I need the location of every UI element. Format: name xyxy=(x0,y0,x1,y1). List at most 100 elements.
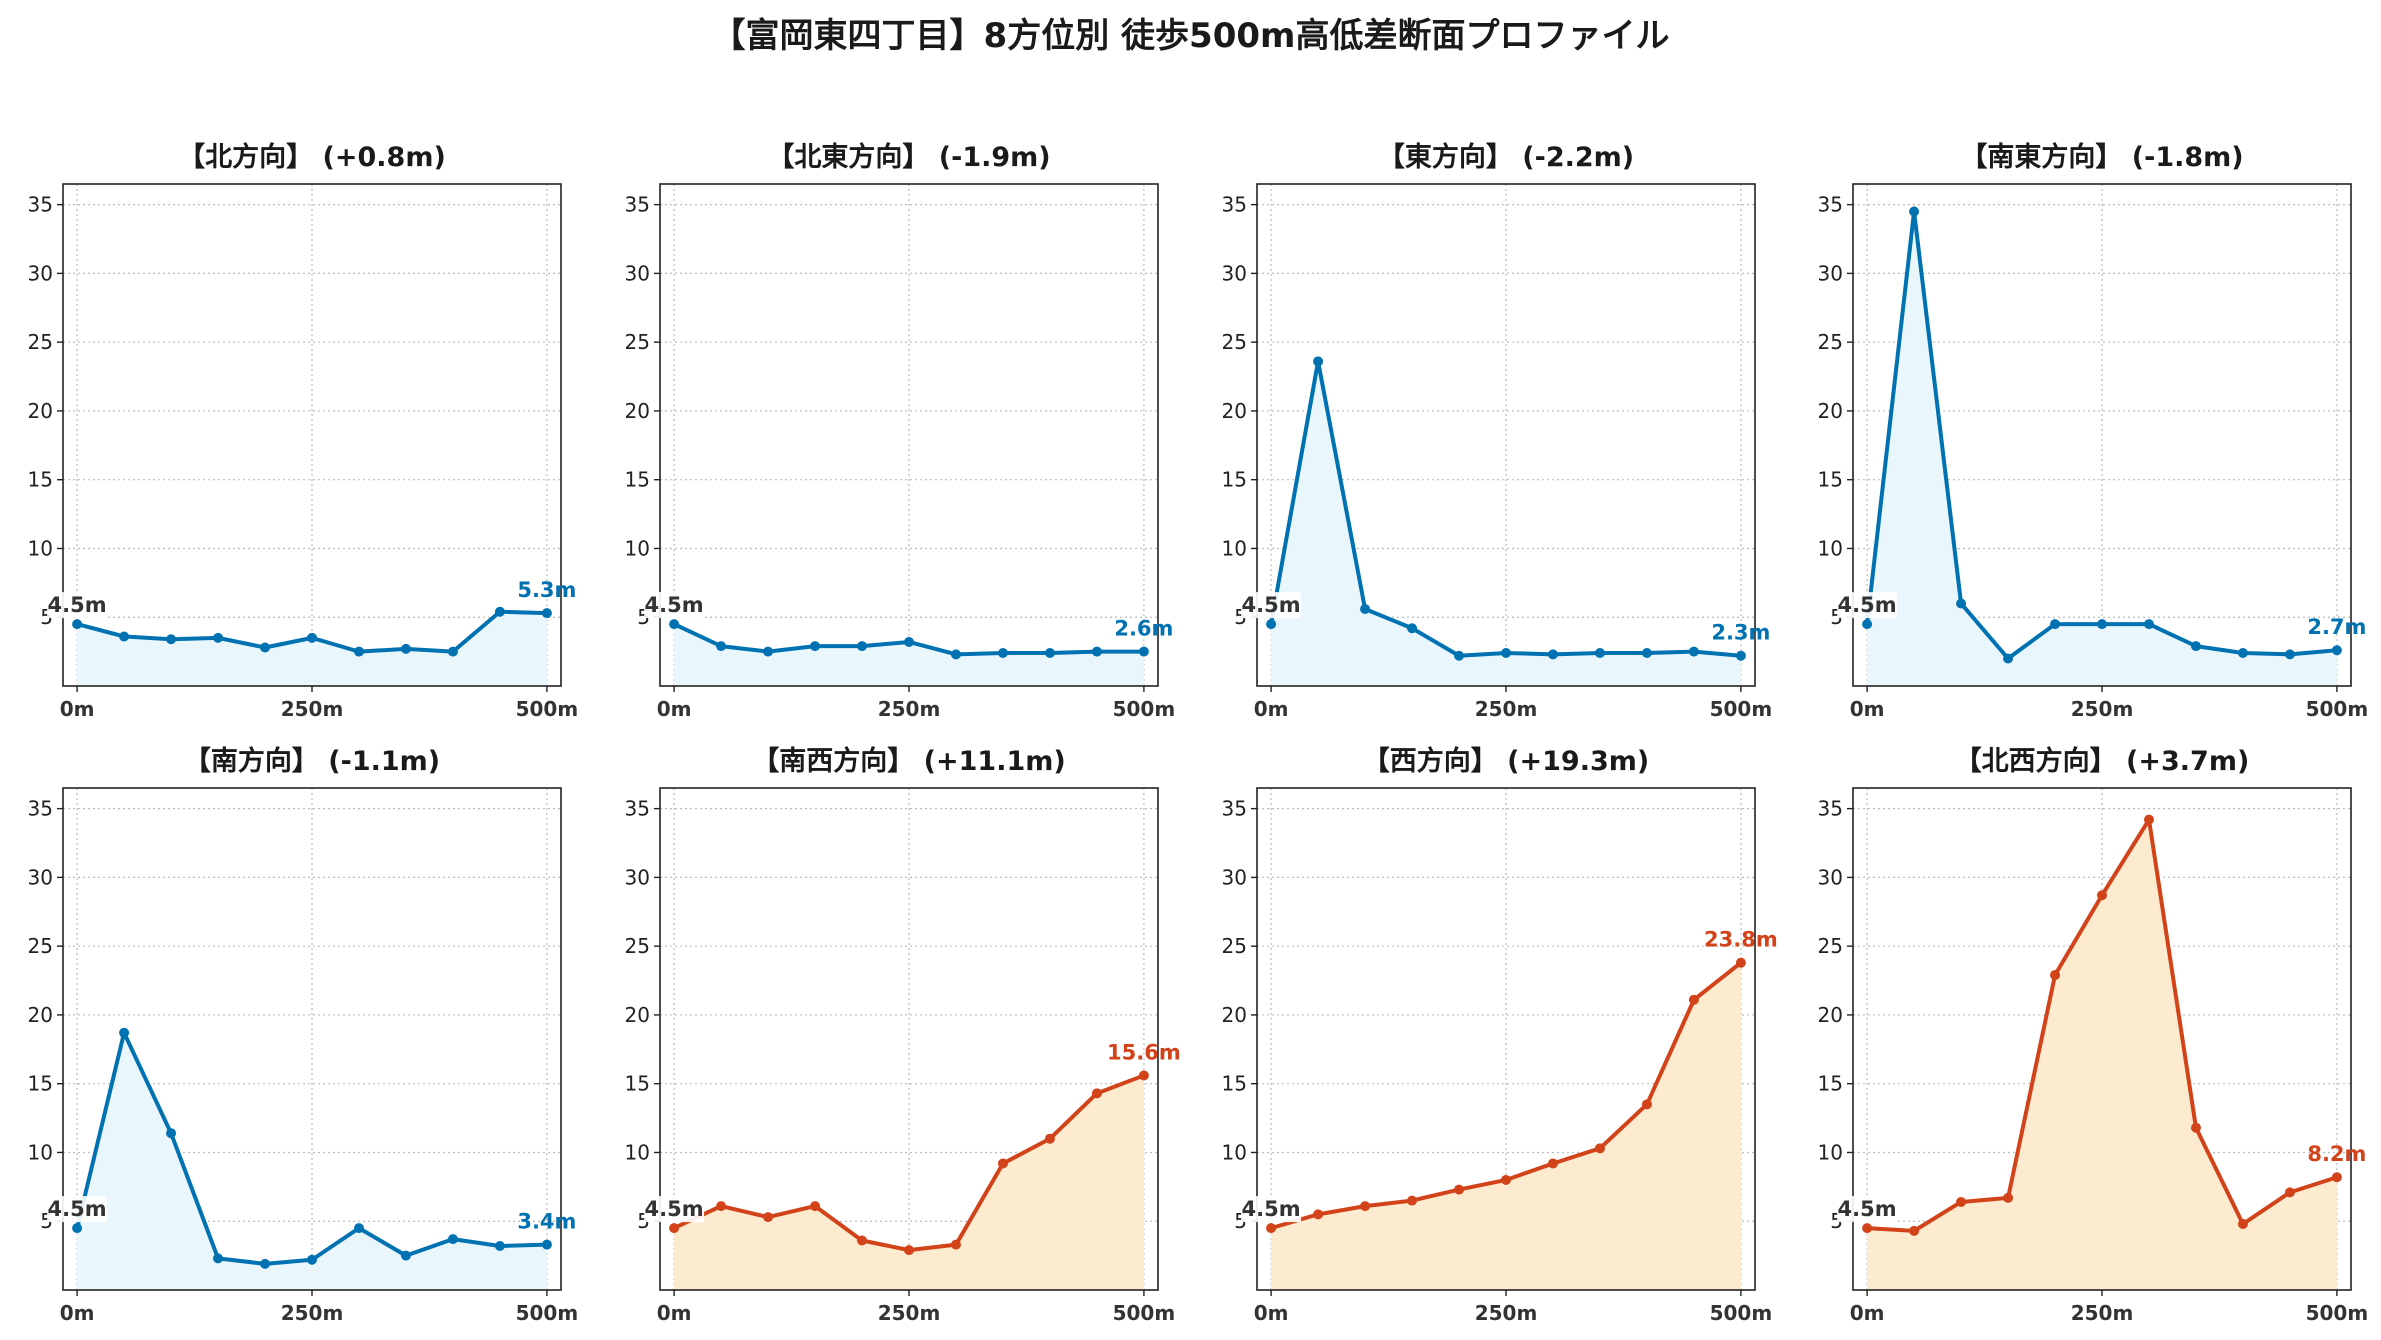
data-point xyxy=(119,1027,130,1038)
end-value-label: 5.3m xyxy=(517,578,576,602)
y-tick-label: 15 xyxy=(625,468,650,492)
data-point xyxy=(810,641,821,652)
x-tick-label: 250m xyxy=(2071,1301,2134,1325)
data-point xyxy=(1454,1184,1465,1195)
data-point xyxy=(2097,619,2107,630)
data-point xyxy=(400,1250,411,1261)
x-tick-label: 0m xyxy=(60,697,95,721)
data-point xyxy=(2097,890,2107,901)
data-point xyxy=(2003,1192,2014,1203)
start-label-bg xyxy=(47,592,108,619)
data-point xyxy=(119,631,130,642)
data-point xyxy=(857,641,868,652)
y-tick-label: 20 xyxy=(625,1003,650,1027)
data-point xyxy=(2331,645,2342,656)
y-tick-label: 25 xyxy=(28,330,53,354)
y-tick-label: 25 xyxy=(1818,330,1843,354)
area-fill xyxy=(1867,819,2337,1290)
y-tick-label: 10 xyxy=(625,536,650,560)
data-point xyxy=(2237,647,2248,658)
y-tick-label: 15 xyxy=(1222,1072,1247,1096)
data-point xyxy=(2190,1122,2201,1133)
data-point xyxy=(1909,1225,1920,1236)
data-point xyxy=(1044,1133,1055,1144)
data-point xyxy=(541,608,552,619)
x-tick-label: 250m xyxy=(878,1301,941,1325)
y-tick-label: 30 xyxy=(1222,261,1247,285)
y-tick-label: 35 xyxy=(1222,797,1247,821)
data-point xyxy=(1956,598,1967,609)
data-point xyxy=(2003,653,2014,664)
y-tick-label: 25 xyxy=(1222,934,1247,958)
x-tick-label: 0m xyxy=(1254,697,1289,721)
data-point xyxy=(1501,1174,1511,1185)
start-label-bg xyxy=(1837,1196,1898,1223)
panel-title: 【北東方向】 (-1.9m) xyxy=(767,141,1050,173)
data-point xyxy=(904,636,914,647)
y-tick-label: 20 xyxy=(1222,399,1247,423)
y-tick-label: 35 xyxy=(1818,193,1843,217)
data-point xyxy=(1044,647,1055,658)
start-value-label: 4.5m xyxy=(1838,1197,1897,1221)
y-tick-label: 15 xyxy=(1222,468,1247,492)
y-tick-label: 15 xyxy=(1818,1072,1843,1096)
data-point xyxy=(1547,649,1558,660)
data-point xyxy=(1360,603,1371,614)
y-tick-label: 20 xyxy=(28,1003,53,1027)
figure-title: 【富岡東四丁目】8方位別 徒歩500m高低差断面プロファイル xyxy=(711,16,1670,56)
data-point xyxy=(1688,994,1699,1005)
y-tick-label: 10 xyxy=(28,536,53,560)
x-tick-label: 500m xyxy=(1113,1301,1176,1325)
data-point xyxy=(716,1201,727,1212)
data-point xyxy=(260,642,271,653)
y-tick-label: 10 xyxy=(1818,536,1843,560)
y-tick-label: 20 xyxy=(1818,399,1843,423)
y-tick-label: 30 xyxy=(28,865,53,889)
x-tick-label: 0m xyxy=(657,1301,692,1325)
data-point xyxy=(2284,649,2295,660)
x-tick-label: 250m xyxy=(281,1301,344,1325)
data-point xyxy=(2050,619,2061,630)
panel-title: 【東方向】 (-2.2m) xyxy=(1378,141,1634,173)
data-point xyxy=(213,1253,224,1264)
data-point xyxy=(2143,619,2154,630)
data-point xyxy=(307,632,317,643)
x-tick-label: 500m xyxy=(2306,1301,2369,1325)
data-point xyxy=(1862,619,1873,630)
data-point xyxy=(2190,641,2201,652)
data-point xyxy=(2331,1172,2342,1183)
y-tick-label: 10 xyxy=(1222,1140,1247,1164)
data-point xyxy=(353,646,364,657)
data-point xyxy=(997,1158,1008,1169)
area-fill xyxy=(1271,962,1741,1290)
data-point xyxy=(1862,1223,1873,1234)
start-value-label: 4.5m xyxy=(645,593,704,617)
y-tick-label: 15 xyxy=(28,468,53,492)
y-tick-label: 30 xyxy=(1818,865,1843,889)
start-value-label: 4.5m xyxy=(1838,593,1897,617)
data-point xyxy=(1266,1223,1277,1234)
data-point xyxy=(1266,619,1277,630)
y-tick-label: 20 xyxy=(1818,1003,1843,1027)
start-value-label: 4.5m xyxy=(645,1197,704,1221)
data-point xyxy=(904,1245,914,1256)
x-tick-label: 250m xyxy=(2071,697,2134,721)
data-point xyxy=(763,646,774,657)
data-point xyxy=(1547,1158,1558,1169)
end-value-label: 2.7m xyxy=(2307,615,2366,639)
x-tick-label: 250m xyxy=(1475,1301,1538,1325)
data-point xyxy=(166,1128,177,1139)
y-tick-label: 35 xyxy=(1818,797,1843,821)
data-point xyxy=(1360,1201,1371,1212)
data-point xyxy=(1407,623,1418,634)
data-point xyxy=(1641,647,1652,658)
data-point xyxy=(950,649,961,660)
area-fill xyxy=(77,611,547,686)
data-point xyxy=(1454,650,1465,661)
